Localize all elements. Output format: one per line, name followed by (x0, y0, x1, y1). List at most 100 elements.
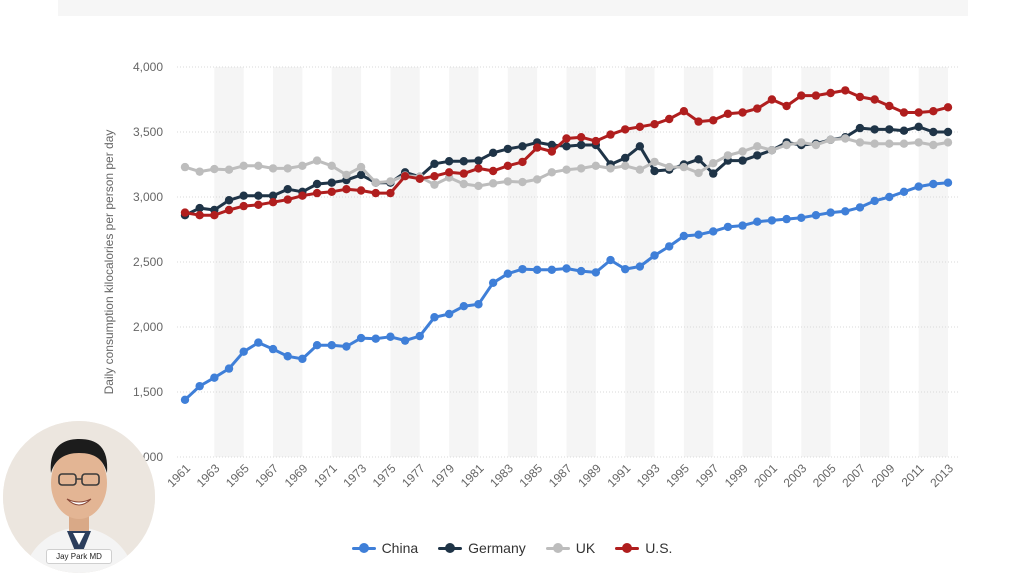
data-point-u-s (679, 107, 689, 116)
data-point-china (929, 179, 938, 189)
x-tick-label: 2013 (927, 461, 956, 490)
x-tick-label: 2011 (899, 461, 927, 489)
data-point-china (400, 336, 410, 345)
data-point-uk (386, 177, 395, 186)
legend-item-uk[interactable]: UK (545, 540, 595, 556)
data-point-u-s (870, 95, 879, 104)
data-point-germany (650, 166, 659, 176)
data-point-germany (459, 157, 468, 166)
data-point-uk (929, 140, 938, 150)
data-point-china (562, 264, 571, 273)
legend-swatch (438, 542, 463, 554)
data-point-u-s (518, 157, 527, 167)
data-point-china (591, 268, 601, 277)
data-point-china (885, 192, 894, 202)
data-point-uk (943, 138, 953, 147)
data-point-germany (195, 203, 204, 213)
x-tick-label: 1981 (458, 461, 487, 490)
data-point-uk (283, 164, 292, 173)
data-point-china (826, 208, 835, 217)
data-point-germany (943, 127, 953, 137)
data-point-germany (929, 127, 938, 137)
data-point-china (371, 334, 380, 343)
data-point-uk (268, 164, 278, 173)
data-point-china (914, 182, 923, 191)
presenter-portrait (3, 421, 155, 573)
legend-label: China (381, 540, 419, 556)
data-point-germany (914, 122, 923, 131)
data-point-uk (298, 161, 307, 170)
data-point-china (342, 342, 351, 351)
data-point-china (899, 187, 909, 196)
data-point-china (356, 333, 366, 343)
legend-item-u-s[interactable]: U.S. (615, 540, 672, 556)
data-point-china (547, 265, 557, 274)
data-point-china (254, 338, 263, 347)
data-point-china (650, 251, 659, 260)
x-tick-label: 1977 (399, 461, 428, 490)
x-tick-label: 1963 (194, 461, 223, 490)
data-point-china (532, 265, 542, 274)
data-point-uk (665, 162, 674, 172)
data-point-uk (870, 139, 879, 148)
data-point-germany (709, 169, 718, 178)
data-point-china (268, 344, 278, 354)
data-point-china (518, 264, 527, 274)
data-point-u-s (650, 120, 659, 129)
data-point-u-s (709, 116, 718, 125)
data-point-china (694, 230, 703, 239)
data-point-china (239, 347, 248, 356)
data-point-u-s (929, 107, 938, 116)
y-tick-label: 2,500 (133, 255, 163, 269)
data-point-uk (650, 157, 659, 167)
x-tick-label: 1961 (164, 461, 193, 490)
data-point-uk (694, 168, 703, 178)
data-point-uk (239, 161, 248, 170)
data-point-germany (562, 142, 571, 151)
data-point-china (386, 332, 395, 341)
data-point-uk (503, 177, 513, 186)
y-tick-label: 2,000 (133, 320, 163, 334)
data-point-uk (620, 161, 630, 170)
data-point-u-s (635, 122, 645, 131)
data-point-china (797, 213, 806, 222)
grid-band (449, 67, 479, 457)
data-point-germany (312, 179, 322, 189)
data-point-uk (474, 181, 483, 191)
grid-band (742, 67, 772, 457)
series-lines (180, 86, 953, 404)
x-tick-label: 1973 (340, 461, 369, 490)
x-tick-label: 1997 (693, 461, 722, 490)
data-point-u-s (210, 211, 219, 220)
x-tick-label: 1989 (575, 461, 604, 490)
data-point-u-s (767, 95, 777, 104)
data-point-u-s (224, 205, 234, 215)
x-tick-labels: 1961 1963 1965 1967 1969 1971 1973 1975 1977 1979… (164, 461, 956, 490)
data-point-u-s (943, 103, 953, 112)
data-point-u-s (254, 200, 263, 209)
data-point-germany (885, 125, 894, 134)
data-point-china (665, 242, 674, 251)
x-tick-label: 1975 (370, 461, 399, 490)
data-point-u-s (547, 147, 557, 156)
grid-band (214, 67, 244, 457)
data-point-china (841, 207, 850, 216)
data-point-germany (503, 144, 513, 154)
data-point-u-s (342, 185, 351, 194)
data-point-uk (885, 139, 894, 148)
data-point-china (635, 262, 645, 271)
data-point-uk (430, 180, 439, 189)
data-point-germany (518, 142, 527, 151)
data-point-u-s (459, 169, 468, 178)
data-point-u-s (723, 109, 733, 119)
data-point-uk (709, 159, 718, 168)
legend-item-china[interactable]: China (351, 540, 419, 556)
grid-band (566, 67, 596, 457)
data-point-u-s (444, 168, 454, 177)
data-point-germany (576, 140, 586, 150)
data-point-china (709, 227, 718, 236)
legend-item-germany[interactable]: Germany (438, 540, 526, 556)
data-point-u-s (797, 91, 806, 100)
data-point-uk (518, 177, 527, 187)
data-point-u-s (180, 208, 190, 217)
